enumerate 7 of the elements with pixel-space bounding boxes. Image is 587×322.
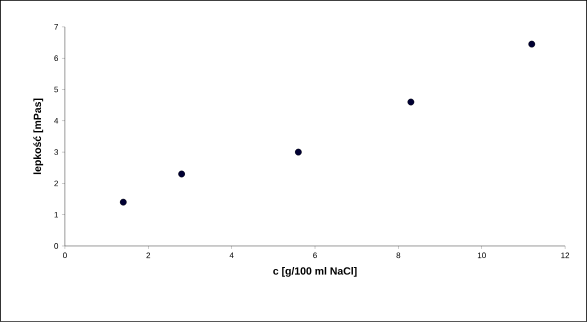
point <box>178 170 186 178</box>
y-axis-title: lepkość [mPas] <box>33 98 44 174</box>
point <box>120 198 127 206</box>
point <box>407 98 414 106</box>
x-axis-title: c [g/100 ml NaCl] <box>273 267 357 277</box>
point <box>528 40 536 48</box>
point <box>294 148 302 156</box>
